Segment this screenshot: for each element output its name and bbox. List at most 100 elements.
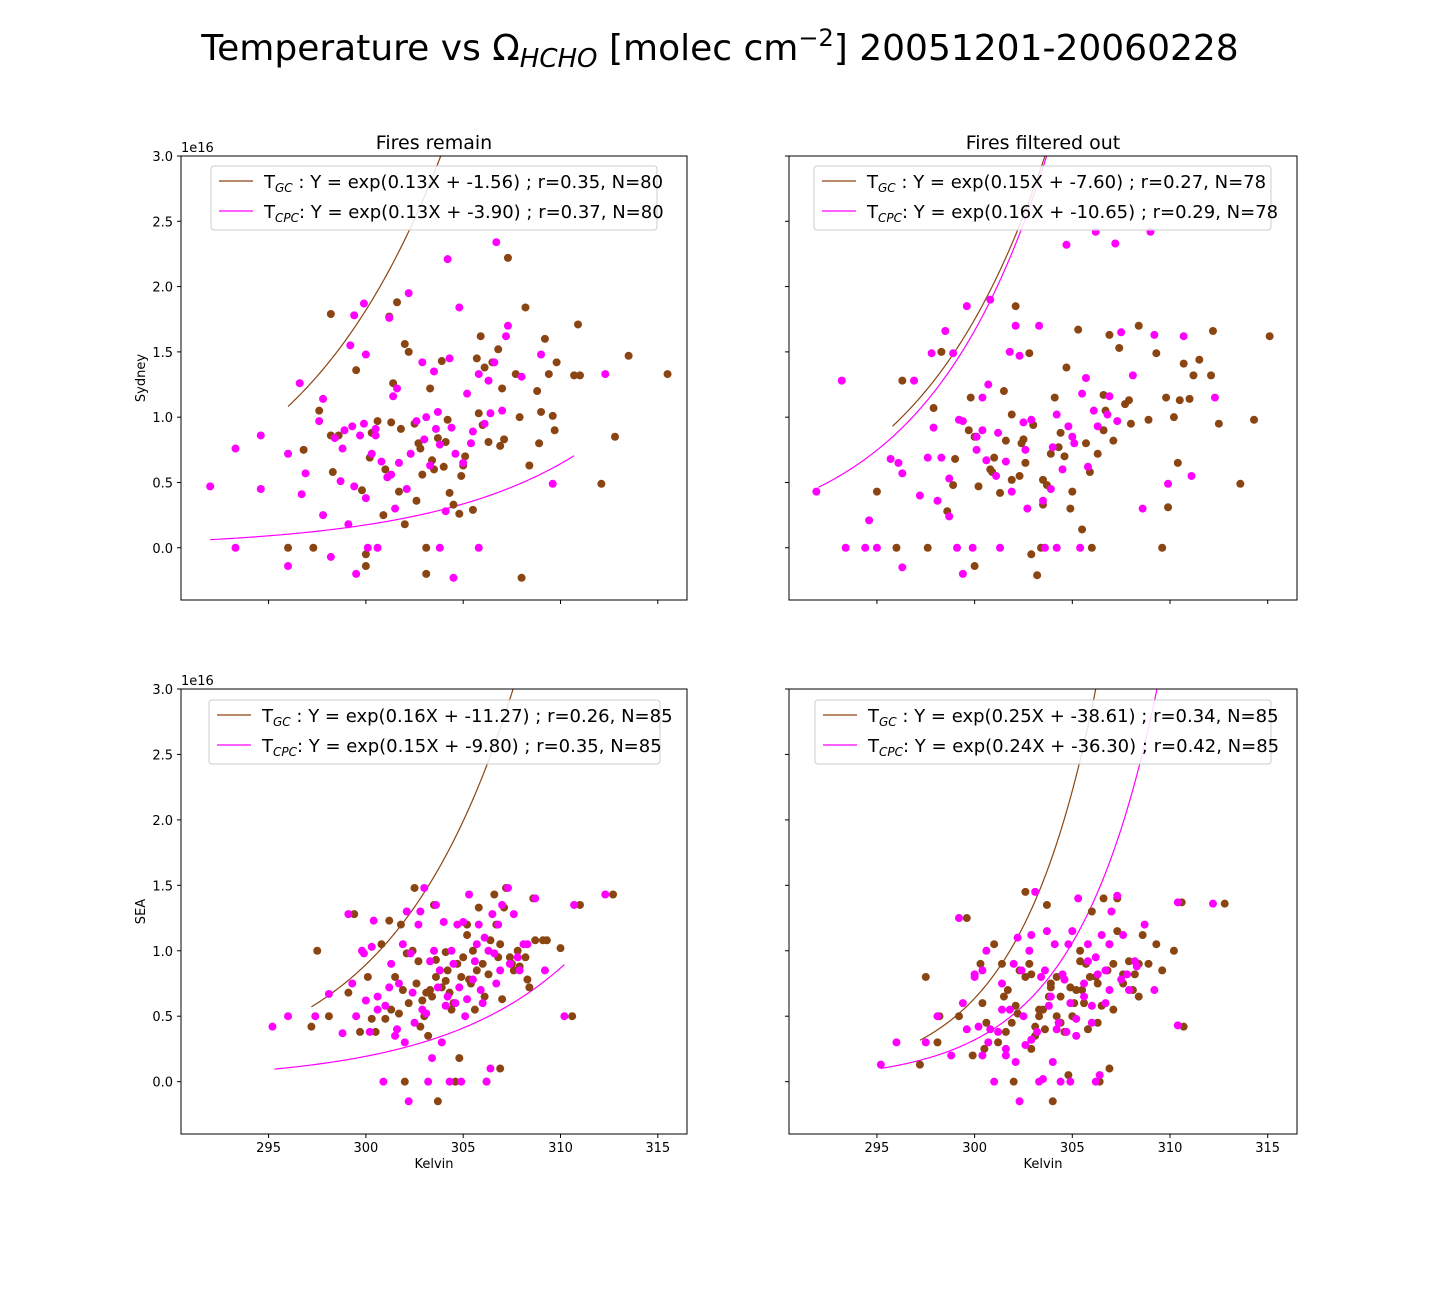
scatter-point-t-gc bbox=[898, 376, 907, 385]
scatter-point-t-cpc bbox=[996, 543, 1005, 552]
scatter-point-t-gc bbox=[418, 996, 427, 1005]
scatter-point-t-gc bbox=[299, 445, 308, 454]
scatter-point-t-gc bbox=[1085, 972, 1094, 981]
scatter-point-t-gc bbox=[313, 946, 322, 955]
scatter-point-t-cpc bbox=[945, 512, 954, 521]
scatter-point-t-gc bbox=[474, 903, 483, 912]
x-tick-label: 305 bbox=[1060, 1141, 1085, 1156]
scatter-point-t-gc bbox=[361, 562, 370, 571]
scatter-point-t-gc bbox=[367, 1014, 376, 1023]
scatter-point-t-cpc bbox=[402, 907, 411, 916]
scatter-point-t-gc bbox=[1062, 363, 1071, 372]
scatter-point-t-gc bbox=[966, 393, 975, 402]
scatter-point-t-cpc bbox=[1107, 907, 1116, 916]
scatter-point-t-cpc bbox=[400, 1038, 409, 1047]
scatter-point-t-cpc bbox=[393, 1025, 402, 1034]
scatter-point-t-cpc bbox=[1017, 966, 1026, 975]
scatter-point-t-gc bbox=[1109, 959, 1118, 968]
scatter-point-t-cpc bbox=[371, 424, 380, 433]
y-tick-label: 0.0 bbox=[152, 542, 173, 557]
scatter-point-t-cpc bbox=[1052, 543, 1061, 552]
scatter-point-t-cpc bbox=[206, 482, 215, 491]
scatter-point-t-gc bbox=[1189, 371, 1198, 380]
scatter-point-t-gc bbox=[484, 970, 493, 979]
scatter-point-t-gc bbox=[398, 986, 407, 995]
scatter-point-t-cpc bbox=[472, 940, 481, 949]
scatter-point-t-cpc bbox=[422, 1009, 431, 1018]
fit-line-t-cpc bbox=[818, 156, 1048, 488]
scatter-point-t-gc bbox=[361, 550, 370, 559]
scatter-point-t-cpc bbox=[284, 1012, 293, 1021]
scatter-point-t-cpc bbox=[1138, 504, 1147, 513]
scatter-point-t-gc bbox=[394, 487, 403, 496]
scatter-point-t-cpc bbox=[537, 350, 546, 359]
scatter-point-t-gc bbox=[1138, 931, 1147, 940]
x-tick-label: 315 bbox=[645, 1141, 670, 1156]
scatter-point-t-cpc bbox=[1068, 927, 1077, 936]
scatter-point-t-cpc bbox=[373, 992, 382, 1001]
scatter-point-t-cpc bbox=[410, 1018, 419, 1027]
scatter-point-t-gc bbox=[490, 890, 499, 899]
scatter-point-t-gc bbox=[426, 384, 435, 393]
scatter-point-t-gc bbox=[457, 471, 466, 480]
scatter-point-t-cpc bbox=[1027, 1035, 1036, 1044]
scatter-point-t-gc bbox=[515, 413, 524, 422]
scatter-point-t-cpc bbox=[1101, 999, 1110, 1008]
scatter-point-t-cpc bbox=[1150, 986, 1159, 995]
scatter-point-t-cpc bbox=[437, 1038, 446, 1047]
scatter-point-t-gc bbox=[1056, 992, 1065, 1001]
legend-box bbox=[210, 165, 658, 231]
scatter-point-t-cpc bbox=[1009, 959, 1018, 968]
x-tick-label: 305 bbox=[451, 1141, 476, 1156]
scatter-point-t-gc bbox=[1027, 970, 1036, 979]
scatter-point-t-cpc bbox=[1083, 957, 1092, 966]
scatter-point-t-gc bbox=[978, 999, 987, 1008]
scatter-point-t-gc bbox=[1025, 959, 1034, 968]
scatter-point-t-gc bbox=[1220, 899, 1229, 908]
scatter-point-t-cpc bbox=[1083, 940, 1092, 949]
y-tick-label: 2.5 bbox=[152, 748, 173, 763]
scatter-point-t-cpc bbox=[837, 376, 846, 385]
scatter-point-t-cpc bbox=[1123, 970, 1132, 979]
scatter-point-t-cpc bbox=[515, 966, 524, 975]
scatter-point-t-cpc bbox=[1040, 543, 1049, 552]
axes-frame bbox=[180, 155, 688, 601]
scatter-point-t-gc bbox=[463, 931, 472, 940]
scatter-point-t-cpc bbox=[1019, 1012, 1028, 1021]
scatter-point-t-gc bbox=[459, 953, 468, 962]
scatter-point-t-cpc bbox=[457, 1077, 466, 1086]
scatter-point-t-cpc bbox=[1080, 992, 1089, 1001]
scatter-point-t-cpc bbox=[394, 979, 403, 988]
scatter-point-t-cpc bbox=[503, 883, 512, 892]
scatter-point-t-gc bbox=[1027, 1044, 1036, 1053]
scatter-point-t-gc bbox=[422, 569, 431, 578]
scatter-point-t-cpc bbox=[420, 883, 429, 892]
x-tick-label: 295 bbox=[256, 1141, 281, 1156]
scatter-point-t-gc bbox=[968, 1051, 977, 1060]
scatter-point-t-gc bbox=[505, 953, 514, 962]
scatter-point-t-gc bbox=[1152, 349, 1161, 358]
scatter-point-t-gc bbox=[1152, 940, 1161, 949]
scatter-point-t-cpc bbox=[387, 959, 396, 968]
scatter-point-t-cpc bbox=[978, 393, 987, 402]
scatter-point-t-gc bbox=[344, 988, 353, 997]
scatter-point-t-cpc bbox=[297, 490, 306, 499]
legend: TGC : Y = exp(0.25X + -38.61) ; r=0.34, … bbox=[814, 699, 1279, 765]
scatter-point-t-cpc bbox=[451, 449, 460, 458]
scatter-point-t-gc bbox=[1076, 957, 1085, 966]
scatter-point-t-gc bbox=[496, 441, 505, 450]
scatter-point-t-gc bbox=[517, 573, 526, 582]
scatter-point-t-cpc bbox=[344, 910, 353, 919]
y-axis-label: Sydney bbox=[134, 354, 149, 402]
scatter-point-t-cpc bbox=[970, 970, 979, 979]
scatter-point-t-cpc bbox=[1103, 410, 1112, 419]
fit-line-t-cpc bbox=[880, 689, 1158, 1070]
scatter-point-t-gc bbox=[1078, 986, 1087, 995]
scatter-point-t-gc bbox=[1093, 979, 1102, 988]
scatter-point-t-gc bbox=[533, 387, 542, 396]
scatter-point-t-cpc bbox=[601, 890, 610, 899]
scatter-point-t-cpc bbox=[406, 449, 415, 458]
scatter-point-t-cpc bbox=[319, 394, 328, 403]
scatter-point-t-gc bbox=[455, 509, 464, 518]
scatter-point-t-cpc bbox=[377, 457, 386, 466]
